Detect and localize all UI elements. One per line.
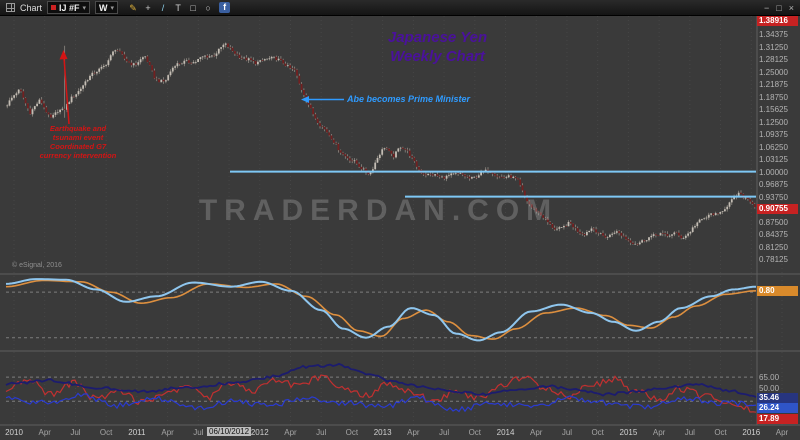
price-tick: 1.31250 [759, 42, 788, 52]
price-tick: 1.18750 [759, 92, 788, 102]
stochastic-slow-line [5, 279, 757, 340]
pencil-tool[interactable]: ✎ [129, 2, 137, 13]
price-tick: 1.28125 [759, 55, 788, 65]
abe-annotation[interactable]: Abe becomes Prime Minister [347, 94, 471, 104]
x-axis-label: 2016 [742, 428, 761, 437]
session-high-box: 1.38916 [757, 16, 798, 26]
zoom-tool[interactable]: ○ [205, 2, 211, 13]
stochastic-fast-line [5, 278, 757, 342]
selected-date-box: 06/10/2012 [207, 427, 252, 436]
crosshair-tool[interactable]: + [145, 2, 151, 13]
price-tick: 1.03125 [759, 155, 788, 165]
price-tick: 0.93750 [759, 192, 788, 202]
interval-selector[interactable]: W ▾ [95, 1, 119, 14]
last-price-box: 0.90755 [757, 203, 798, 214]
price-tick: 0.81250 [759, 242, 788, 252]
price-tick: 0.96875 [759, 180, 788, 190]
price-tick: 0.87500 [759, 217, 788, 227]
x-axis-label: Oct [714, 428, 727, 437]
oscillator-tick: 65.00 [759, 373, 780, 383]
x-axis-label: 2011 [128, 428, 146, 437]
x-axis-label: Jul [561, 428, 573, 437]
oscillator-value-box: 35.46 [757, 392, 798, 403]
x-axis-label: 2015 [619, 428, 638, 437]
price-tick: 1.09375 [759, 130, 788, 140]
price-tick: 1.15625 [759, 105, 788, 115]
x-axis-label: Jul [438, 428, 450, 437]
close-button[interactable]: × [788, 2, 794, 13]
x-axis-label: 2014 [496, 428, 515, 437]
window-menu-label[interactable]: Chart [20, 2, 43, 13]
x-axis-label: Oct [99, 428, 113, 437]
price-tick: 1.25000 [759, 67, 788, 77]
x-axis-label: Apr [775, 428, 789, 437]
text-tool[interactable]: T [175, 2, 181, 13]
x-axis-label: Apr [161, 428, 174, 437]
copyright-label: © eSignal, 2016 [12, 262, 62, 269]
x-axis-label: Apr [530, 428, 543, 437]
price-tick: 1.21875 [759, 80, 788, 90]
price-tick: 1.34375 [759, 30, 788, 40]
x-axis-label: Apr [38, 428, 51, 437]
x-axis-label: 2010 [5, 428, 23, 437]
x-axis-label: 2012 [250, 428, 269, 437]
oscillator-red-line [5, 374, 757, 413]
oscillator-tick: 50.00 [759, 383, 780, 393]
symbol-text: IJ #F [59, 2, 80, 13]
candles-layer [6, 42, 756, 246]
x-axis-label: Oct [591, 428, 604, 437]
watermark: TRADERDAN.COM [198, 194, 559, 227]
window-buttons: − □ × [764, 3, 794, 13]
symbol-status-icon [51, 5, 57, 10]
title-bar: Chart IJ #F ▾ W ▾ ✎ + / T □ ○ f − □ × [0, 0, 800, 16]
chart-title-annotation[interactable]: Japanese Yen Weekly Chart [387, 29, 488, 65]
facebook-icon[interactable]: f [219, 2, 231, 13]
annotation-arrows[interactable] [59, 50, 345, 125]
x-axis-label: Oct [468, 428, 482, 437]
price-tick: 0.84375 [759, 230, 788, 240]
support-lines[interactable] [230, 170, 756, 198]
earthquake-annotation[interactable]: Earthquake and tsunami event Coordinated… [39, 124, 117, 160]
oscillator-value-box: 17.89 [757, 413, 798, 424]
price-tick: 1.00000 [759, 167, 788, 177]
abe-arrow-icon [301, 96, 309, 103]
earthquake-arrow-icon [59, 50, 68, 60]
x-axis-label: 2013 [373, 428, 392, 437]
price-tick: 0.78125 [759, 255, 788, 265]
x-axis-label: Jul [316, 428, 327, 437]
drawing-toolbar: ✎ + / T □ ○ [127, 2, 214, 14]
x-axis-label: Apr [284, 428, 297, 437]
oscillator-navy-line [5, 362, 757, 398]
symbol-input[interactable]: IJ #F ▾ [47, 1, 91, 14]
stochastic-layer [5, 278, 757, 342]
x-axis-label: Jul [684, 428, 695, 437]
oscillator-blue-line [5, 392, 757, 413]
chevron-down-icon: ▾ [82, 4, 87, 12]
panel-dividers [0, 16, 800, 426]
price-tick: 1.12500 [759, 117, 788, 127]
x-axis-label: Apr [652, 428, 666, 437]
grid-layer [13, 16, 783, 425]
app-menu-icon[interactable] [6, 3, 15, 12]
minimize-button[interactable]: − [764, 2, 770, 13]
interval-text: W [99, 2, 108, 13]
x-axis-label: Jul [193, 428, 204, 437]
oscillator-layer [5, 362, 757, 413]
stochastic-value-box: 0.80 [757, 285, 798, 296]
trendline-tool[interactable]: / [161, 2, 165, 13]
x-axis-label: Oct [345, 428, 359, 437]
price-tick: 1.06250 [759, 142, 788, 152]
chevron-down-icon: ▾ [110, 4, 115, 12]
oscillator-value-box: 26.24 [757, 403, 798, 414]
x-axis-label: Jul [70, 428, 81, 437]
x-axis-label: Apr [407, 428, 420, 437]
rectangle-tool[interactable]: □ [190, 2, 196, 13]
restore-button[interactable]: □ [776, 2, 782, 13]
